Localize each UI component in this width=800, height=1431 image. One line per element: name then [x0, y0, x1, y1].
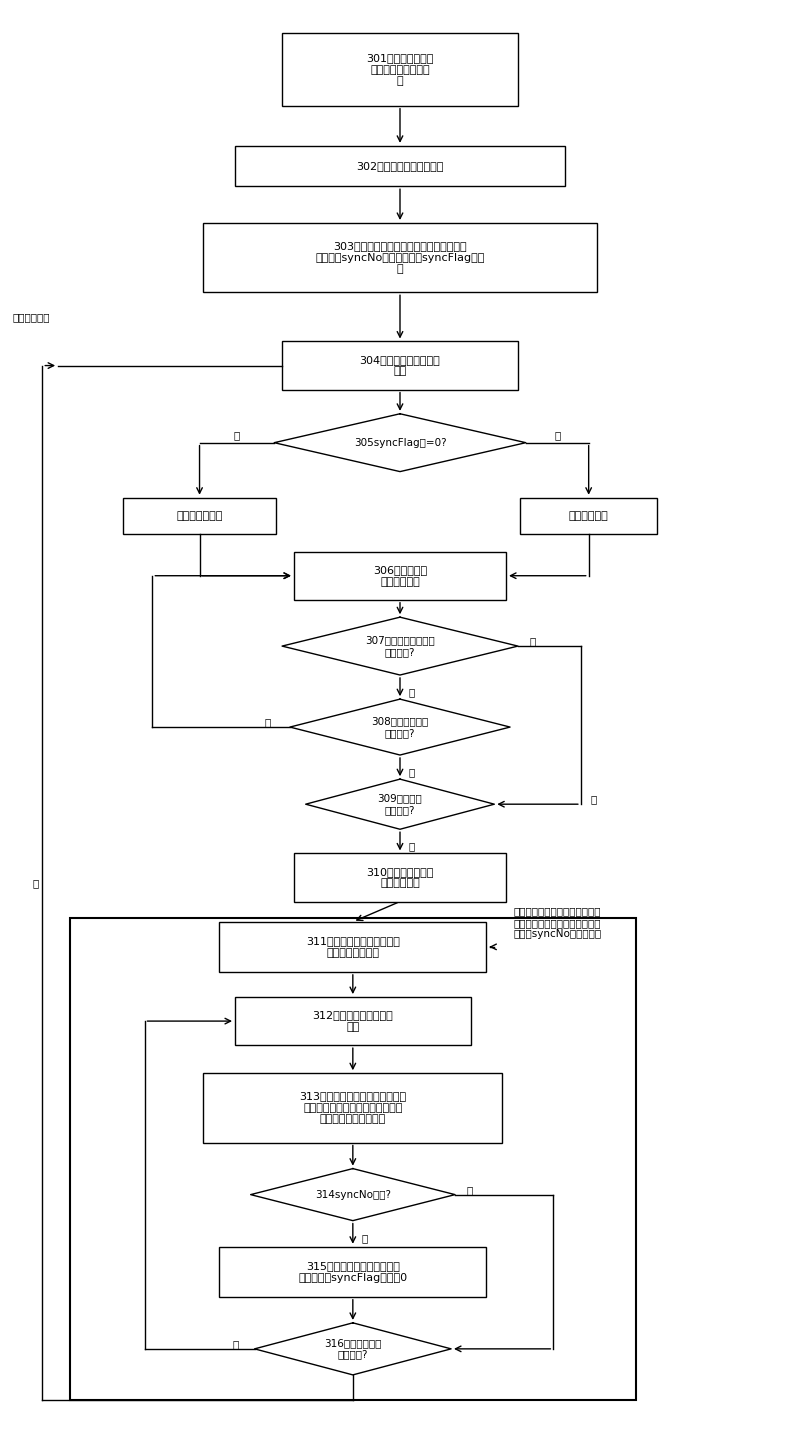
- Text: 312循环遍历全局配置参
数表: 312循环遍历全局配置参 数表: [313, 1010, 394, 1032]
- Text: 否: 否: [233, 1339, 239, 1349]
- Text: 是: 是: [362, 1234, 368, 1244]
- FancyBboxPatch shape: [294, 551, 506, 600]
- Text: 311主控板接收到线卡发送来
的最新序列号信息: 311主控板接收到线卡发送来 的最新序列号信息: [306, 936, 400, 957]
- FancyBboxPatch shape: [70, 917, 636, 1400]
- Text: 是: 是: [234, 429, 240, 439]
- Text: 是: 是: [590, 794, 597, 804]
- FancyBboxPatch shape: [520, 498, 658, 534]
- FancyBboxPatch shape: [123, 498, 276, 534]
- Text: 304循环遍历全局配置参
数表: 304循环遍历全局配置参 数表: [360, 355, 440, 376]
- Text: 否: 否: [409, 687, 415, 697]
- FancyBboxPatch shape: [294, 853, 506, 902]
- FancyBboxPatch shape: [282, 342, 518, 389]
- Text: 305syncFlag＝=0?: 305syncFlag＝=0?: [354, 438, 446, 448]
- FancyBboxPatch shape: [282, 33, 518, 106]
- Text: 定时器时间到: 定时器时间到: [13, 312, 50, 322]
- FancyBboxPatch shape: [219, 922, 486, 972]
- Polygon shape: [254, 1322, 451, 1375]
- Text: 是: 是: [409, 767, 415, 777]
- Text: 314syncNo一致?: 314syncNo一致?: [315, 1189, 391, 1199]
- Text: 否: 否: [264, 717, 270, 727]
- Polygon shape: [282, 617, 518, 675]
- Text: 313比较从主控板全局配置信息表
中读取的序列号信息与线卡传送的
最新序列号信息的异同: 313比较从主控板全局配置信息表 中读取的序列号信息与线卡传送的 最新序列号信息…: [299, 1092, 406, 1125]
- FancyBboxPatch shape: [219, 1246, 486, 1296]
- Polygon shape: [274, 414, 526, 472]
- Text: 315将全局配置信息表中对应
线卡的对应syncFlag位设为0: 315将全局配置信息表中对应 线卡的对应syncFlag位设为0: [298, 1261, 407, 1282]
- Polygon shape: [250, 1169, 455, 1221]
- FancyBboxPatch shape: [203, 1073, 502, 1142]
- Text: 否: 否: [409, 841, 415, 851]
- FancyBboxPatch shape: [235, 146, 565, 186]
- Text: 303配置信息全局变量更新成功后，更新同
步序列号syncNo和同步标志位syncFlag并写
库: 303配置信息全局变量更新成功后，更新同 步序列号syncNo和同步标志位syn…: [315, 240, 485, 275]
- Text: 308到达最后一个
配置表项?: 308到达最后一个 配置表项?: [371, 717, 429, 738]
- Text: 加入消息队列: 加入消息队列: [569, 511, 609, 521]
- Polygon shape: [306, 778, 494, 829]
- Text: 不加入消息队列: 不加入消息队列: [176, 511, 222, 521]
- Text: 310向相应的线卡发
异步配置消息: 310向相应的线卡发 异步配置消息: [366, 867, 434, 889]
- Text: 309消息队列
是否为空?: 309消息队列 是否为空?: [378, 793, 422, 816]
- Text: 302更新全局变量和数据库: 302更新全局变量和数据库: [356, 162, 444, 172]
- Text: 是: 是: [530, 637, 536, 647]
- Text: 316到这最后一个
配置表项?: 316到这最后一个 配置表项?: [324, 1338, 382, 1359]
- FancyBboxPatch shape: [203, 223, 597, 292]
- Text: 是: 是: [32, 877, 38, 887]
- Text: 线卡处理完主控的广播消息后，
向主控发送含有线卡上最新同步
序列号syncNo信息的消息: 线卡处理完主控的广播消息后， 向主控发送含有线卡上最新同步 序列号syncNo信…: [514, 906, 602, 939]
- Text: 否: 否: [467, 1185, 473, 1195]
- Text: 306取出下一个
配置参数表项: 306取出下一个 配置参数表项: [373, 565, 427, 587]
- Text: 301主控板响应命令
行配置命令及参数解
析: 301主控板响应命令 行配置命令及参数解 析: [366, 53, 434, 86]
- Text: 307待发送的消息队列
缓冲已满?: 307待发送的消息队列 缓冲已满?: [365, 635, 435, 657]
- Text: 否: 否: [554, 429, 560, 439]
- Polygon shape: [290, 700, 510, 756]
- FancyBboxPatch shape: [235, 997, 470, 1045]
